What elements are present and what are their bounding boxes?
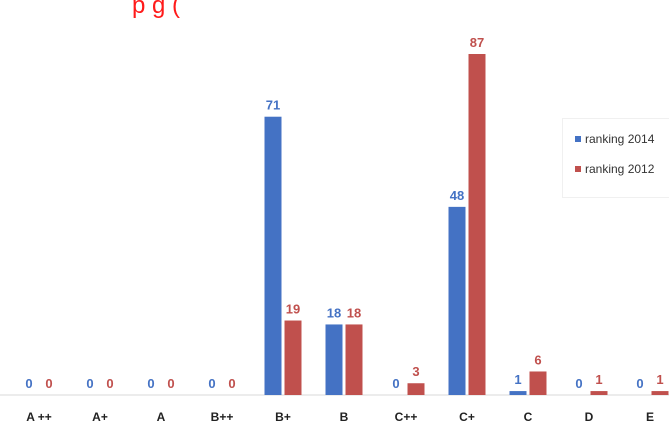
legend-label-2012: ranking 2012	[585, 162, 655, 176]
bar-2014	[509, 391, 527, 395]
chart-title-partial: p g (	[132, 0, 181, 19]
bar-2012	[345, 324, 363, 395]
legend-item-ranking-2014: ranking 2014	[575, 133, 654, 145]
data-label-2012: 6	[534, 352, 541, 367]
data-label-2012: 18	[347, 305, 361, 320]
data-label-2014: 0	[392, 376, 399, 391]
x-tick-label: A+	[92, 410, 108, 424]
data-label-2014: 0	[147, 376, 154, 391]
bar-2012	[529, 371, 547, 395]
x-tick-label: C+	[459, 410, 475, 424]
data-label-2012: 1	[595, 372, 602, 387]
x-tick-label: E	[646, 410, 654, 424]
data-label-2014: 0	[25, 376, 32, 391]
data-label-2014: 0	[86, 376, 93, 391]
chart-legend: ranking 2014 ranking 2012	[562, 118, 669, 198]
x-tick-label: B+	[275, 410, 291, 424]
bar-2014	[264, 116, 282, 395]
data-label-2012: 19	[286, 302, 300, 317]
data-label-2014: 71	[266, 98, 280, 113]
data-label-2012: 87	[470, 35, 484, 50]
legend-item-ranking-2012: ranking 2012	[575, 163, 654, 175]
legend-swatch-2012	[575, 166, 581, 172]
bar-2012	[590, 391, 608, 395]
data-label-2012: 0	[228, 376, 235, 391]
x-tick-label: B++	[211, 410, 234, 424]
bar-2012	[407, 383, 425, 395]
x-tick-label: B	[340, 410, 349, 424]
bar-2012	[468, 54, 486, 395]
data-label-2012: 0	[106, 376, 113, 391]
x-tick-label: D	[585, 410, 594, 424]
x-tick-label: A	[157, 410, 166, 424]
x-tick-label: C++	[395, 410, 418, 424]
data-label-2012: 1	[656, 372, 663, 387]
x-tick-label: C	[524, 410, 533, 424]
legend-label-2014: ranking 2014	[585, 132, 655, 146]
data-label-2012: 0	[45, 376, 52, 391]
data-label-2012: 0	[167, 376, 174, 391]
bar-2014	[448, 206, 466, 395]
data-label-2014: 0	[636, 376, 643, 391]
data-label-2014: 1	[514, 372, 521, 387]
data-label-2014: 0	[208, 376, 215, 391]
x-tick-label: A ++	[26, 410, 52, 424]
bar-2014	[325, 324, 343, 395]
data-label-2012: 3	[412, 364, 419, 379]
data-label-2014: 0	[575, 376, 582, 391]
legend-swatch-2014	[575, 136, 581, 142]
bar-2012	[651, 391, 669, 395]
bar-2012	[284, 320, 302, 395]
data-label-2014: 18	[327, 305, 341, 320]
data-label-2014: 48	[450, 188, 464, 203]
